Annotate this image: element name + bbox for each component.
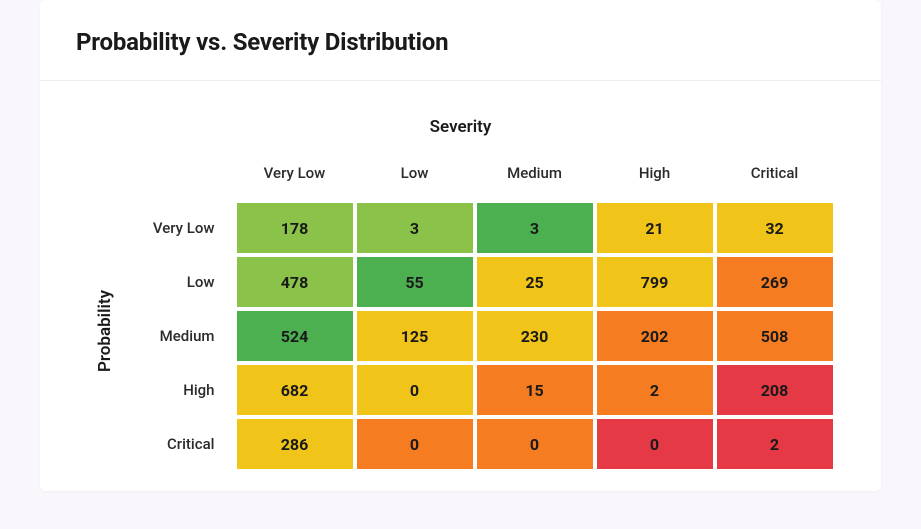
col-header: Critical: [715, 155, 835, 191]
matrix-cell: 208: [715, 363, 835, 417]
matrix-cell: 286: [235, 417, 355, 471]
matrix-cell: 21: [595, 201, 715, 255]
matrix-cell: 178: [235, 201, 355, 255]
matrix-cell: 3: [475, 201, 595, 255]
matrix-cell: 25: [475, 255, 595, 309]
matrix-cell: 508: [715, 309, 835, 363]
matrix-cell: 202: [595, 309, 715, 363]
matrix-cell: 0: [355, 417, 475, 471]
col-header: Low: [355, 155, 475, 191]
matrix-cell: 55: [355, 255, 475, 309]
col-header: Medium: [475, 155, 595, 191]
matrix-cell: 2: [595, 363, 715, 417]
col-header: High: [595, 155, 715, 191]
col-header: Very Low: [235, 155, 355, 191]
matrix-cell: 3: [355, 201, 475, 255]
corner-spacer: [115, 155, 235, 191]
matrix-cell: 269: [715, 255, 835, 309]
matrix-cell: 0: [475, 417, 595, 471]
matrix-area: Probability Very Low Low Medium High Cri…: [87, 155, 835, 471]
risk-matrix-card: Probability vs. Severity Distribution Se…: [40, 0, 881, 491]
matrix-cell: 2: [715, 417, 835, 471]
card-body: Severity Probability Very Low Low Medium…: [40, 81, 881, 491]
matrix-cell: 125: [355, 309, 475, 363]
matrix-body: Very Low178332132Low4785525799269Medium5…: [115, 201, 835, 471]
card-title: Probability vs. Severity Distribution: [76, 28, 845, 56]
matrix-cell: 15: [475, 363, 595, 417]
matrix-grid: Very Low Low Medium High Critical Very L…: [115, 155, 835, 471]
matrix-cell: 0: [595, 417, 715, 471]
row-header: Very Low: [115, 201, 235, 255]
matrix-cell: 32: [715, 201, 835, 255]
x-axis-title: Severity: [430, 117, 492, 137]
row-header: Low: [115, 255, 235, 309]
y-axis-title: Probability: [87, 191, 115, 471]
matrix-cell: 799: [595, 255, 715, 309]
row-header: High: [115, 363, 235, 417]
matrix-cell: 524: [235, 309, 355, 363]
card-header: Probability vs. Severity Distribution: [40, 0, 881, 81]
matrix-cell: 682: [235, 363, 355, 417]
matrix-cell: 230: [475, 309, 595, 363]
row-header: Critical: [115, 417, 235, 471]
column-headers-row: Very Low Low Medium High Critical: [115, 155, 835, 191]
row-header: Medium: [115, 309, 235, 363]
matrix-container: Severity Probability Very Low Low Medium…: [76, 117, 845, 471]
matrix-cell: 0: [355, 363, 475, 417]
matrix-cell: 478: [235, 255, 355, 309]
